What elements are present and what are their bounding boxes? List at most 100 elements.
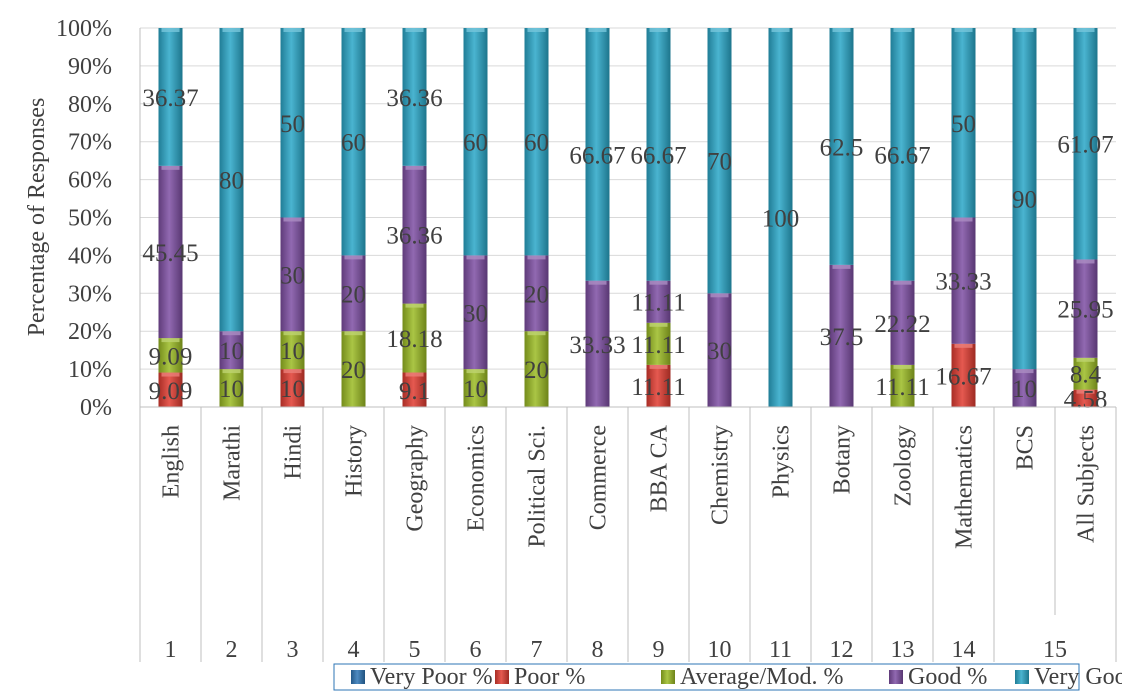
data-label: 50 [951,111,976,138]
bar-segment-top [649,322,668,327]
bar-segment [524,28,549,256]
x-tick-label: English [159,425,185,498]
x-tick-label: Physics [769,425,795,498]
data-label: 70 [707,149,732,176]
bar-segment-top [161,165,180,170]
bar-segment-top [161,338,180,343]
data-label: 20 [341,281,366,308]
bar-segment [219,331,244,370]
category-number: 15 [1043,637,1067,663]
category-number: 7 [531,637,543,663]
data-label: 66.67 [569,142,625,169]
data-label: 16.67 [935,363,991,390]
category-number: 2 [226,637,238,663]
bar-segment-top [588,280,607,285]
bar-segment [280,28,305,218]
bar-segment-top [466,28,485,32]
x-axis: English Marathi Hindi History Geography Econo… [139,406,1117,663]
bar-segment-top [527,331,546,336]
bar-segment [585,280,610,407]
y-tick-label: 90% [68,54,112,80]
data-labels: 9.09 9.09 45.45 36.37 10 10 80 10 10 30 50 20 20 60 9.… [142,85,1113,413]
bar-segment [280,217,305,332]
bar-segment [402,303,427,373]
bar-segment-top [161,28,180,32]
category-number: 6 [470,637,482,663]
x-tick-label: Commerce [586,425,612,530]
data-label: 11.11 [631,374,685,401]
data-label: 22.22 [874,311,930,338]
y-tick-label: 70% [68,130,112,156]
data-label: 10 [463,376,488,403]
data-label: 18.18 [386,326,442,353]
bar-segment [1073,28,1098,260]
bar-segment [341,331,366,407]
bar-segment-top [466,255,485,260]
legend-swatch [889,670,903,684]
legend-label: Very Good % [1034,664,1122,690]
legend-swatch [1015,670,1029,684]
y-tick-label: 30% [68,281,112,307]
data-label: 9.09 [149,378,193,405]
data-label: 20 [341,357,366,384]
bar-segment-top [649,280,668,285]
bar-segment [1012,369,1037,407]
data-label: 10 [219,376,244,403]
bar-segment-top [1015,28,1034,32]
bar-segment [219,28,244,332]
bar-segment-top [1076,259,1095,264]
bar-segment [646,28,671,281]
bar-segment-top [893,280,912,285]
x-tick-label: Political Sci. [525,425,551,548]
x-tick-label: All Subjects [1074,425,1100,543]
bar-segment-top [893,28,912,32]
x-tick-label: Botany [830,425,856,494]
category-number: 4 [348,637,360,663]
legend-frame [333,663,1080,691]
legend-swatch [661,670,675,684]
data-label: 9.1 [399,378,430,405]
x-tick-label: Economics [464,425,490,532]
y-tick-label: 80% [68,92,112,118]
bar-segment-top [222,369,241,374]
bar-segment [158,338,183,373]
bar-segment-top [466,369,485,374]
bar-segment [402,28,427,166]
bar-segment-top [283,217,302,222]
bar-segment-top [771,28,790,32]
bar-segment [585,28,610,281]
bar-segment-top [283,28,302,32]
bar-segment-top [954,217,973,222]
y-tick-label: 50% [68,206,112,232]
bar-segment-top [527,28,546,32]
bar-segment-top [222,28,241,32]
bar-segment [829,28,854,265]
x-tick-label: History [342,425,368,497]
data-label: 10 [280,376,305,403]
y-tick-label: 60% [68,168,112,194]
data-label: 37.5 [820,324,864,351]
x-tick-label: Zoology [891,425,917,506]
data-label: 30 [463,300,488,327]
category-number: 9 [653,637,665,663]
data-label: 11.11 [875,374,929,401]
bar-segment [158,165,183,339]
bar-segment-top [1076,389,1095,394]
bar-segment [951,343,976,407]
bar-segment [341,255,366,332]
data-label: 33.33 [569,332,625,359]
data-label: 60 [341,130,366,157]
bar-segment-top [588,28,607,32]
data-label: 9.09 [149,343,193,370]
bar-segment [1012,28,1037,370]
legend-label: Very Poor % [370,664,493,690]
bar-segment [890,280,915,365]
bar-segment [463,28,488,256]
data-label: 36.37 [142,85,198,112]
bar-segment-top [527,255,546,260]
bar-segment [463,255,488,370]
data-label: 45.45 [142,240,198,267]
bar-segment-top [405,372,424,377]
data-label: 66.67 [874,142,930,169]
y-tick-label: 100% [56,16,112,42]
